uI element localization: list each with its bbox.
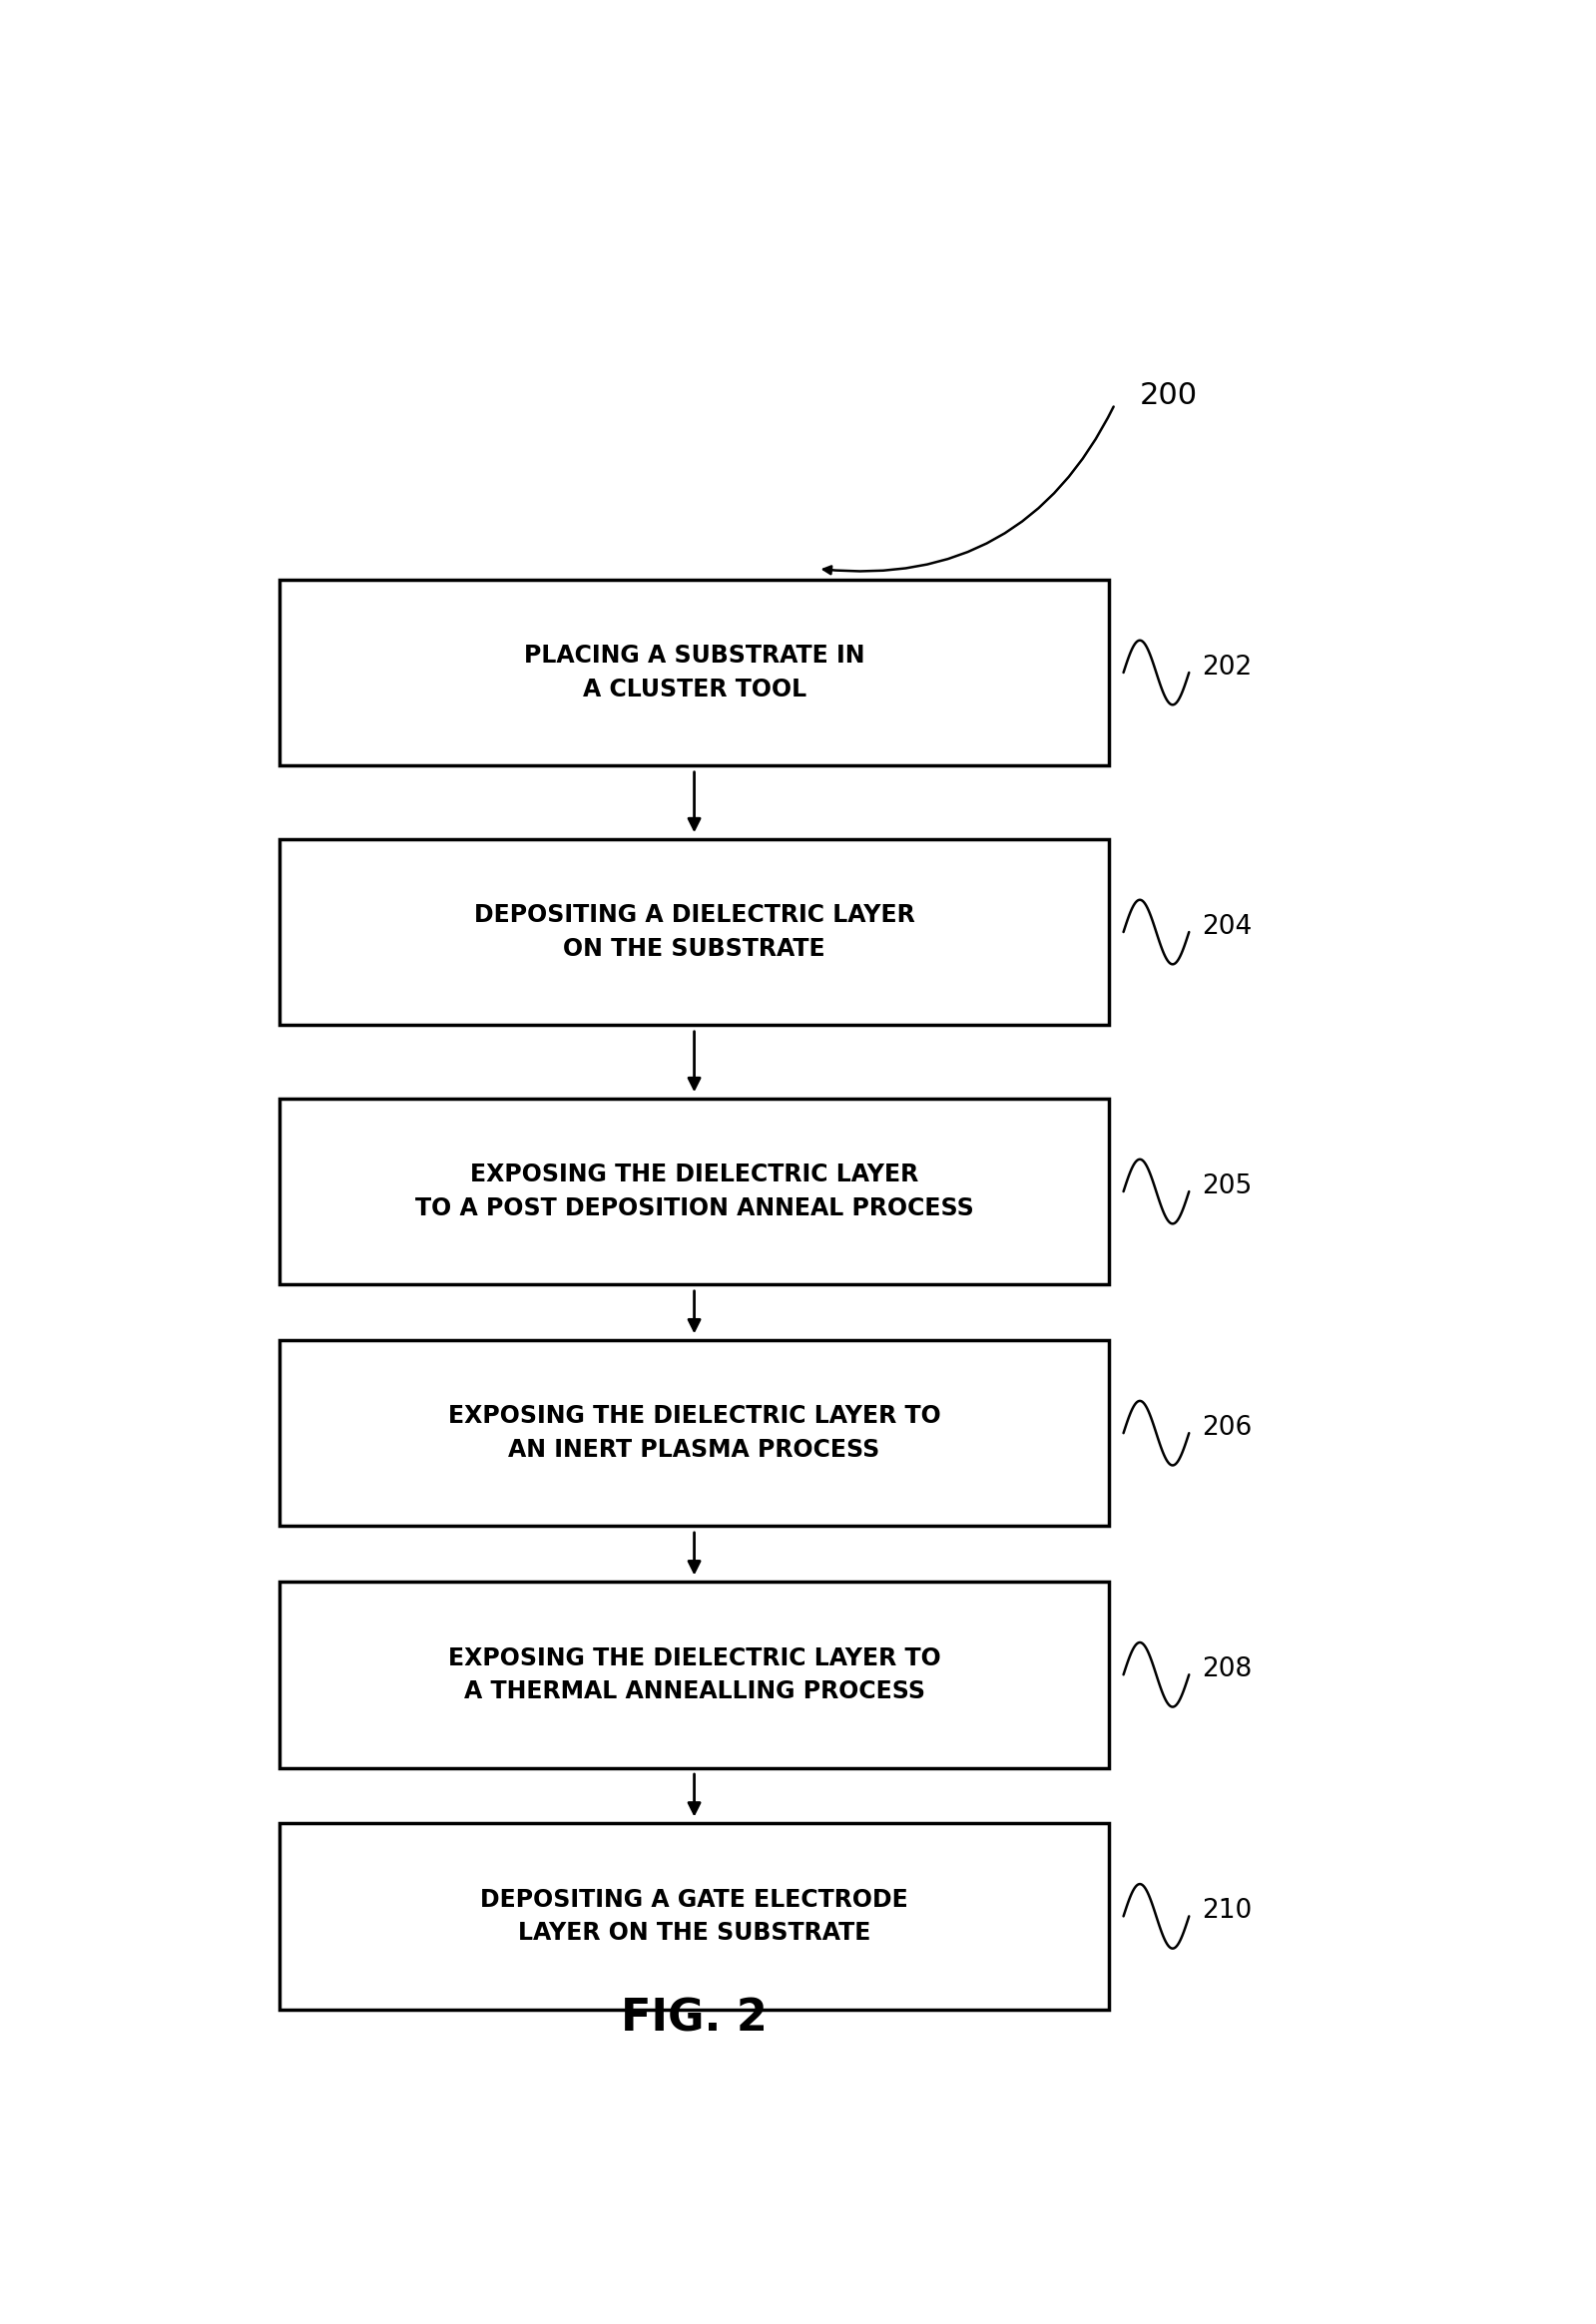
Text: DEPOSITING A DIELECTRIC LAYER
ON THE SUBSTRATE: DEPOSITING A DIELECTRIC LAYER ON THE SUB…: [474, 904, 915, 960]
Text: FIG. 2: FIG. 2: [621, 1996, 768, 2040]
Text: PLACING A SUBSTRATE IN
A CLUSTER TOOL: PLACING A SUBSTRATE IN A CLUSTER TOOL: [523, 644, 865, 702]
Text: EXPOSING THE DIELECTRIC LAYER TO
AN INERT PLASMA PROCESS: EXPOSING THE DIELECTRIC LAYER TO AN INER…: [448, 1404, 940, 1462]
Bar: [279, 839, 1109, 1025]
Text: 210: 210: [1202, 1899, 1251, 1924]
Bar: [279, 1583, 1109, 1769]
Bar: [279, 1824, 1109, 2010]
Bar: [279, 579, 1109, 765]
Text: 205: 205: [1202, 1174, 1251, 1199]
Bar: [279, 1099, 1109, 1285]
Text: 208: 208: [1202, 1657, 1251, 1683]
Text: DEPOSITING A GATE ELECTRODE
LAYER ON THE SUBSTRATE: DEPOSITING A GATE ELECTRODE LAYER ON THE…: [480, 1887, 908, 1945]
Text: 200: 200: [1140, 381, 1197, 409]
Text: 206: 206: [1202, 1415, 1251, 1441]
Text: EXPOSING THE DIELECTRIC LAYER
TO A POST DEPOSITION ANNEAL PROCESS: EXPOSING THE DIELECTRIC LAYER TO A POST …: [415, 1162, 974, 1220]
Text: 202: 202: [1202, 655, 1251, 681]
Bar: [279, 1341, 1109, 1527]
Text: 204: 204: [1202, 913, 1251, 939]
Text: EXPOSING THE DIELECTRIC LAYER TO
A THERMAL ANNEALLING PROCESS: EXPOSING THE DIELECTRIC LAYER TO A THERM…: [448, 1645, 940, 1703]
